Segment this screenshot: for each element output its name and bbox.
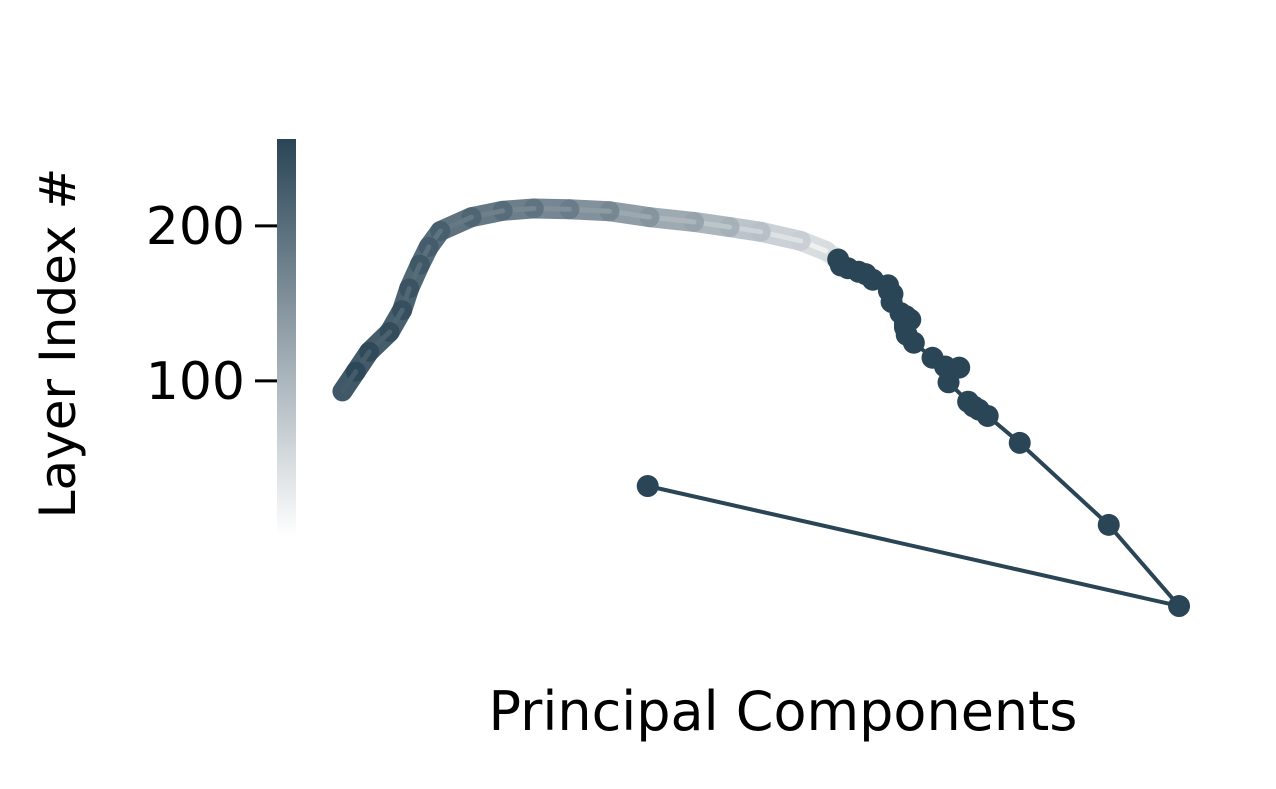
trajectory-tail-core [339,369,359,394]
colorbar-label: Layer Index # [29,168,87,519]
layer-point [1008,431,1031,454]
layer-point [957,390,980,413]
colorbar-gradient [277,139,296,536]
colorbar-tick-label: 200 [146,197,245,257]
trajectory-points [636,248,1191,618]
colorbar-tick-label: 100 [146,352,245,412]
layer-point [921,346,944,369]
layer-point [636,475,659,498]
colorbar-ticks: 100 200 [146,197,277,412]
trajectory-tail [332,198,849,402]
layer-point [827,248,850,271]
layer-point [1097,513,1120,536]
colorbar: 100 200 Layer Index # [29,139,296,536]
x-axis-label: Principal Components [489,680,1078,743]
plot-area [332,198,1191,618]
layer-point [1168,595,1191,618]
